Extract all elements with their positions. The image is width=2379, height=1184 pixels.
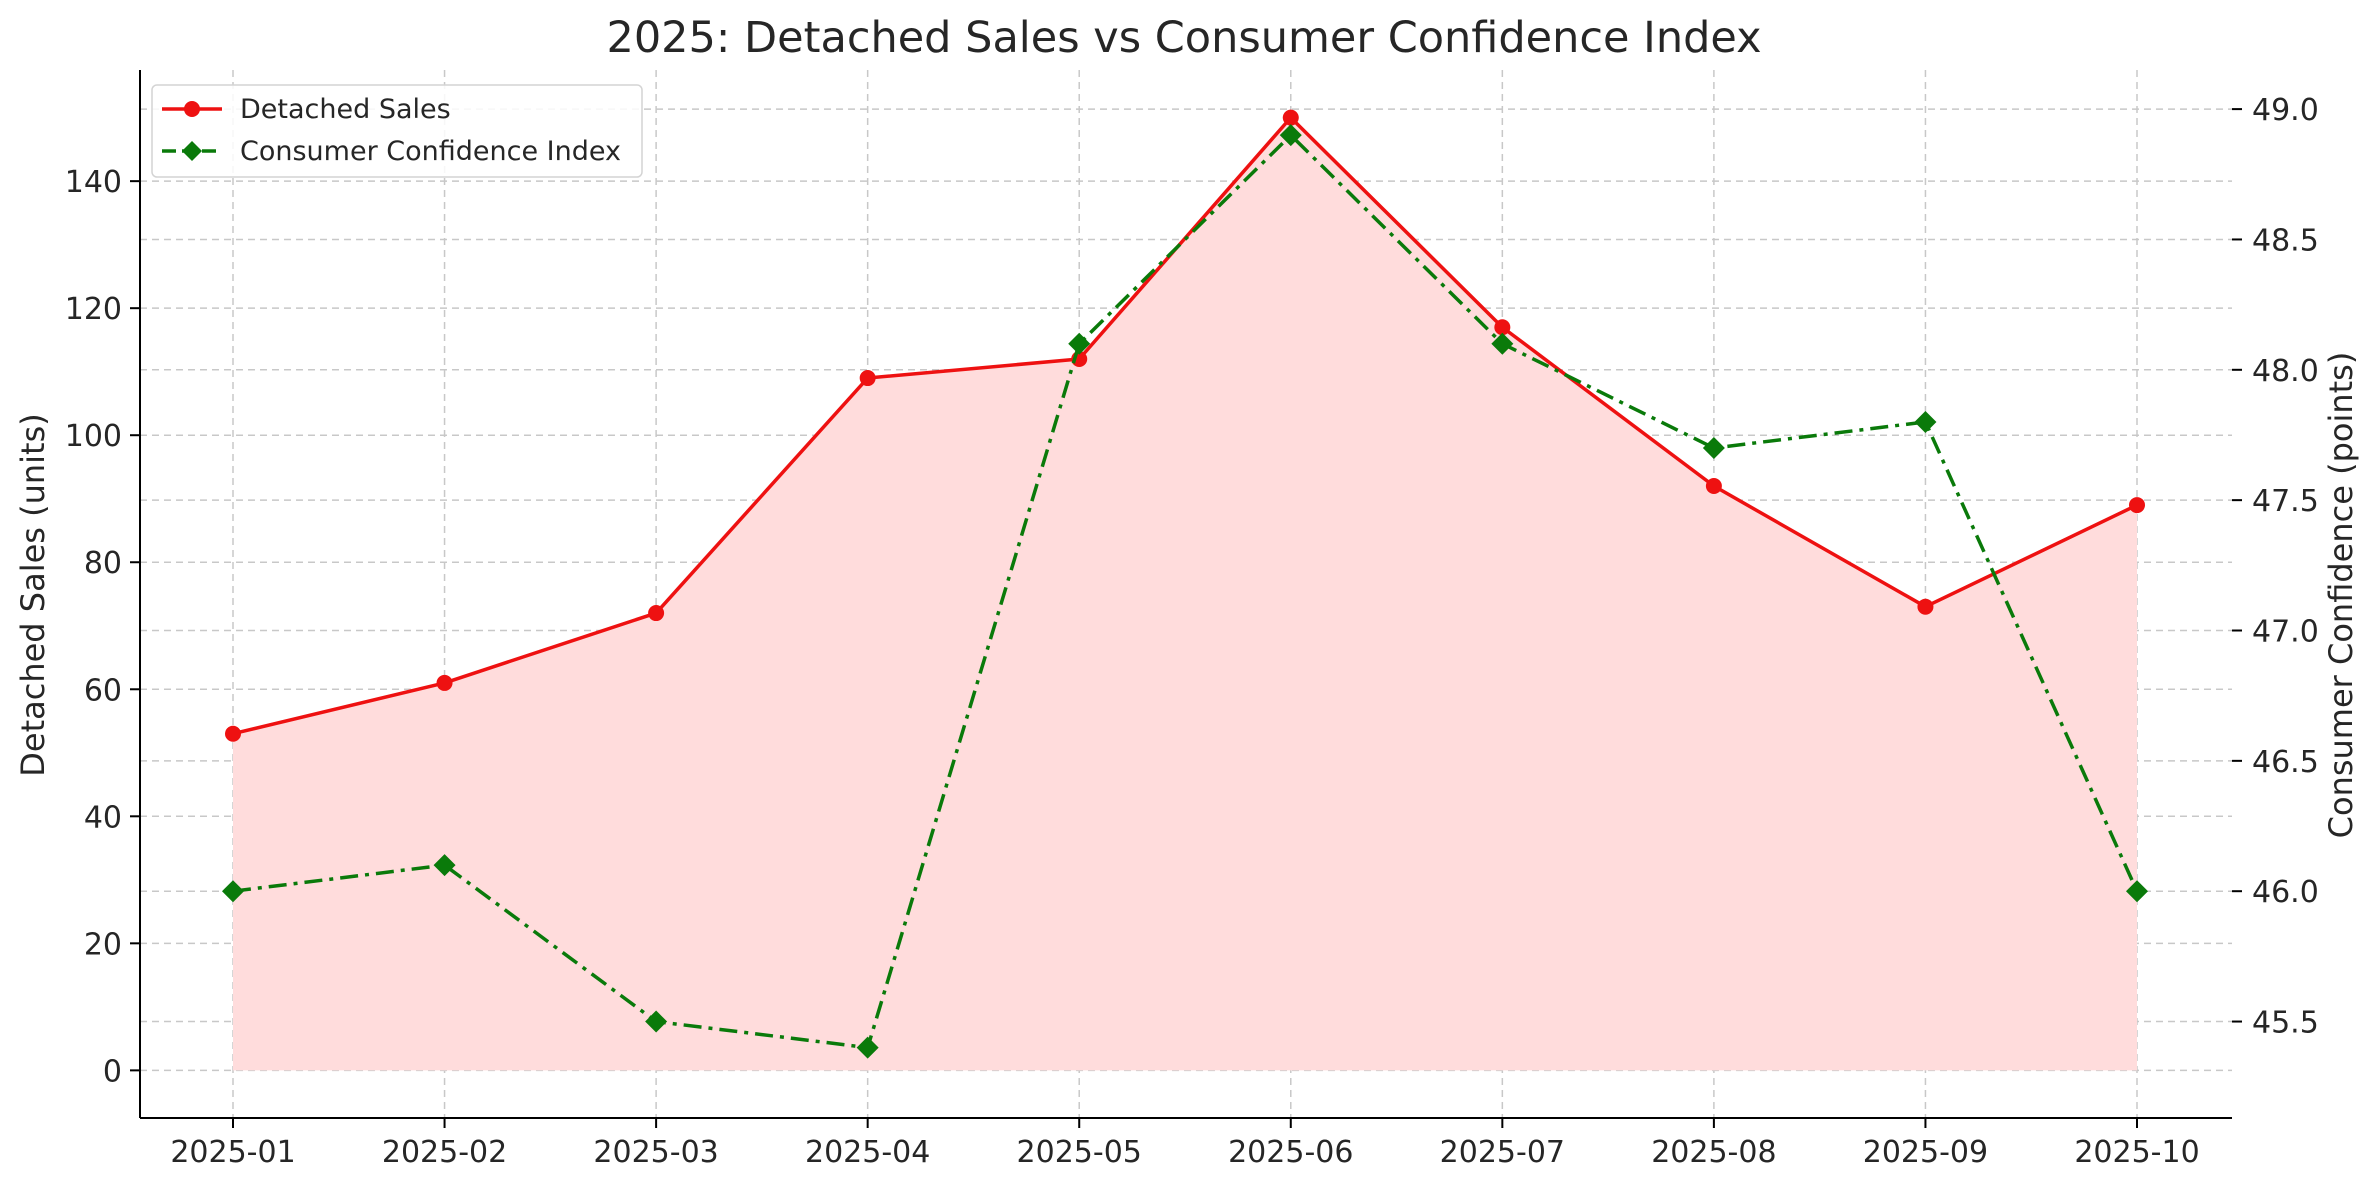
- detached-sales-area: [233, 117, 2137, 1071]
- y-tick-label-left: 20: [84, 927, 122, 962]
- x-tick-label: 2025-01: [170, 1135, 295, 1170]
- legend-label-consumer-confidence-index: Consumer Confidence Index: [240, 136, 621, 167]
- detached-sales-point: [648, 605, 665, 622]
- detached-sales-point: [1494, 319, 1511, 336]
- consumer-confidence-index-point: [222, 880, 244, 903]
- detached-sales-point: [1705, 478, 1722, 495]
- consumer-confidence-index-point: [1491, 332, 1514, 355]
- detached-sales-point: [1917, 598, 1934, 615]
- detached-sales-point: [436, 674, 453, 691]
- consumer-confidence-index-point: [1068, 332, 1091, 355]
- y-tick-label-left: 40: [84, 800, 122, 835]
- y-tick-label-right: 47.0: [2252, 614, 2319, 649]
- axes-layer: 2025-01 2025-02 2025-03 2025-04 2025-05 2025-…: [65, 70, 2319, 1170]
- y-tick-label-right: 48.0: [2252, 354, 2319, 389]
- x-tick-label: 2025-05: [1017, 1135, 1142, 1170]
- x-tick-label: 2025-04: [805, 1135, 930, 1170]
- consumer-confidence-index-point: [1279, 124, 1302, 147]
- x-tick-label: 2025-02: [382, 1135, 507, 1170]
- consumer-confidence-index-point: [1702, 437, 1725, 460]
- y-tick-label-left: 120: [65, 292, 122, 327]
- y-tick-label-right: 49.0: [2252, 93, 2319, 128]
- y-tick-label-right: 48.5: [2252, 223, 2319, 258]
- consumer-confidence-index-point: [433, 854, 456, 877]
- chart-title: 2025: Detached Sales vs Consumer Confide…: [606, 13, 1761, 63]
- y-tick-label-left: 60: [84, 673, 122, 708]
- legend-swatch-marker: [182, 141, 202, 161]
- y-axis-label-right: Consumer Confidence (points): [2322, 352, 2360, 839]
- x-tick-label: 2025-08: [1651, 1135, 1776, 1170]
- x-tick-label: 2025-06: [1228, 1135, 1353, 1170]
- y-tick-label-right: 47.5: [2252, 484, 2319, 519]
- detached-sales-point: [225, 725, 241, 742]
- x-tick-label: 2025-10: [2074, 1135, 2199, 1170]
- consumer-confidence-index-point: [1914, 410, 1937, 433]
- y-tick-label-right: 46.0: [2252, 875, 2319, 910]
- y-tick-label-left: 80: [84, 546, 122, 581]
- y-tick-label-left: 140: [65, 165, 122, 200]
- legend-box: [151, 84, 643, 178]
- legend: Detached Sales Consumer Confidence Index: [151, 84, 643, 178]
- x-tick-label: 2025-03: [593, 1135, 718, 1170]
- y-tick-label-right: 45.5: [2252, 1006, 2319, 1041]
- y-axis-label-left: Detached Sales (units): [14, 413, 52, 777]
- y-tick-label-left: 0: [103, 1054, 122, 1089]
- y-tick-label-left: 100: [65, 419, 122, 454]
- y-tick-label-right: 46.5: [2252, 745, 2319, 780]
- detached-sales-point: [2129, 497, 2145, 514]
- legend-swatch-marker: [184, 101, 200, 117]
- series-layer: [222, 109, 2148, 1059]
- x-tick-label: 2025-09: [1863, 1135, 1988, 1170]
- fill-layer: [233, 117, 2137, 1071]
- consumer-confidence-index-point: [2126, 880, 2148, 903]
- legend-label-detached-sales: Detached Sales: [240, 94, 451, 125]
- consumer-confidence-index-point: [856, 1036, 879, 1059]
- detached-sales-point: [1282, 109, 1299, 126]
- consumer-confidence-index-point: [645, 1010, 668, 1033]
- x-tick-label: 2025-07: [1440, 1135, 1565, 1170]
- detached-sales-point: [859, 370, 876, 387]
